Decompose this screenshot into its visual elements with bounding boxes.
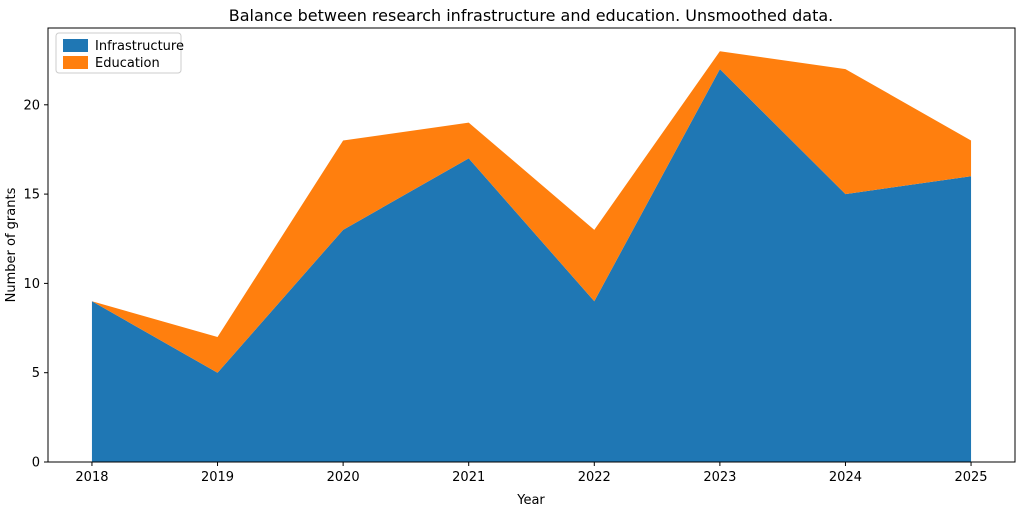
x-tick-label: 2022 (578, 470, 611, 485)
chart-title: Balance between research infrastructure … (229, 6, 834, 25)
legend-label-education: Education (95, 56, 160, 71)
x-tick-label: 2021 (452, 470, 485, 485)
x-tick-label: 2025 (954, 470, 987, 485)
area-education (91, 51, 972, 373)
y-tick-label: 5 (32, 366, 40, 381)
y-axis-ticks: 0 5 10 15 20 (23, 98, 48, 471)
y-tick-label: 0 (32, 456, 40, 471)
x-tick-label: 2019 (201, 470, 234, 485)
x-tick-label: 2018 (75, 470, 108, 485)
legend-swatch-infrastructure (63, 39, 88, 52)
x-axis-ticks: 2018 2019 2020 2021 2022 2023 2024 2025 (75, 462, 988, 485)
x-tick-label: 2024 (829, 470, 862, 485)
x-tick-label: 2020 (327, 470, 360, 485)
legend-swatch-education (63, 56, 88, 69)
y-tick-label: 15 (23, 188, 40, 203)
y-axis-label: Number of grants (4, 187, 19, 302)
x-tick-label: 2023 (703, 470, 736, 485)
area-series-group (91, 51, 972, 462)
y-tick-label: 20 (23, 98, 40, 113)
x-axis-label: Year (516, 493, 545, 508)
y-tick-label: 10 (23, 277, 40, 292)
area-infrastructure (91, 69, 972, 462)
legend: Infrastructure Education (55, 32, 184, 74)
legend-label-infrastructure: Infrastructure (95, 39, 184, 54)
axes-spines (47, 27, 1016, 463)
